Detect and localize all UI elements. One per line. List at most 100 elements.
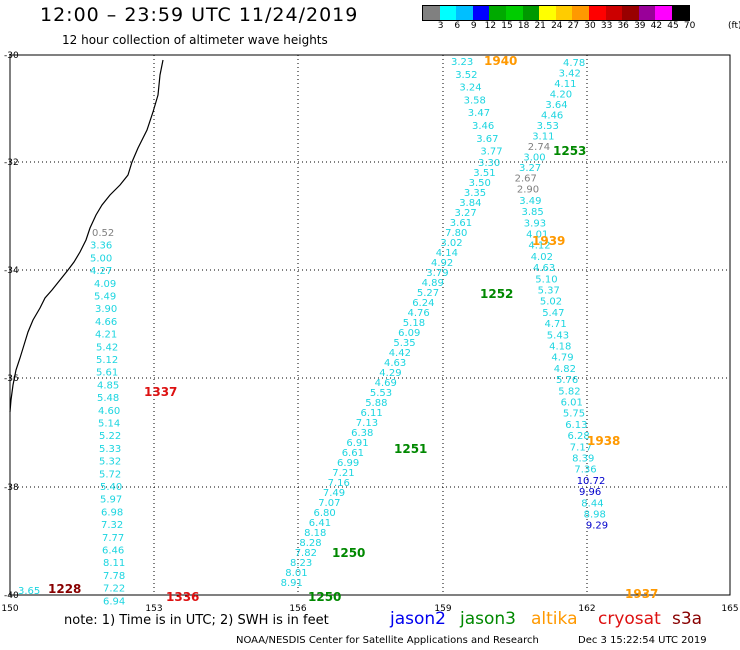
swh-label: 3.93 — [524, 218, 546, 229]
swh-label: 5.32 — [99, 457, 121, 468]
color-tick: 9 — [470, 21, 477, 31]
swh-label: 6.46 — [102, 546, 124, 557]
legend-s3a: s3a — [672, 609, 703, 629]
swh-label: 4.60 — [98, 406, 120, 417]
color-swatch-6 — [522, 6, 540, 20]
swh-label: 3.52 — [455, 70, 477, 81]
swh-label: 8.39 — [572, 454, 594, 465]
swh-label: 5.97 — [100, 495, 122, 506]
swh-label: 8.23 — [290, 558, 312, 569]
swh-label: 6.11 — [361, 408, 383, 419]
color-swatch-15 — [671, 6, 689, 20]
swh-label: 4.09 — [94, 279, 116, 290]
time-label: 1250 — [308, 590, 341, 604]
time-label: 1939 — [532, 234, 565, 248]
time-label: 1251 — [394, 442, 427, 456]
swh-label: 5.33 — [99, 444, 121, 455]
swh-label: 3.49 — [519, 196, 541, 207]
x-tick-label: 153 — [145, 604, 162, 614]
color-swatch-3 — [472, 6, 490, 20]
map-subtitle: 12 hour collection of altimeter wave hei… — [62, 33, 328, 47]
swh-label: 3.36 — [90, 241, 112, 252]
color-tick: 21 — [534, 21, 546, 31]
swh-label: 8.18 — [304, 528, 326, 539]
swh-label: 6.01 — [561, 398, 583, 409]
swh-label: 4.63 — [384, 358, 406, 369]
swh-label: 5.02 — [540, 297, 562, 308]
swh-label: 7.78 — [103, 571, 125, 582]
swh-label: 7.22 — [103, 584, 125, 595]
swh-label: 7.17 — [570, 442, 592, 453]
swh-label: 0.52 — [92, 228, 114, 239]
swh-label: 4.69 — [375, 378, 397, 389]
swh-label: 4.11 — [554, 79, 576, 90]
swh-label: 3.27 — [519, 163, 541, 174]
swh-label: 5.43 — [547, 330, 569, 341]
swh-label: 5.37 — [538, 286, 560, 297]
swh-label: 6.41 — [309, 518, 331, 529]
swh-label: 6.13 — [565, 420, 587, 431]
color-swatch-12 — [622, 6, 639, 20]
swh-label: 7.16 — [328, 478, 350, 489]
swh-label: 3.84 — [459, 198, 481, 209]
swh-label: 5.27 — [417, 288, 439, 299]
time-label: 1253 — [553, 144, 586, 158]
swh-label: 4.63 — [533, 263, 555, 274]
swh-label: 4.14 — [436, 248, 458, 259]
swh-label: 3.50 — [469, 178, 491, 189]
color-tick: 70 — [683, 21, 696, 31]
swh-label: 3.35 — [464, 188, 486, 199]
swh-label: 3.85 — [522, 207, 544, 218]
swh-label: 5.35 — [393, 338, 415, 349]
y-tick-label: -30 — [4, 51, 19, 61]
swh-label: 5.88 — [365, 398, 387, 409]
swh-label: 3.30 — [478, 158, 500, 169]
color-tick: 15 — [501, 21, 513, 31]
color-tick: 33 — [600, 21, 613, 31]
color-tick: 18 — [517, 21, 530, 31]
swh-label: 4.78 — [563, 58, 585, 69]
swh-label: 8.98 — [584, 510, 606, 521]
swh-label: 3.02 — [440, 238, 462, 249]
swh-label: 2.67 — [515, 174, 537, 185]
swh-label: 3.47 — [468, 108, 490, 119]
legend-altika: altika — [531, 609, 578, 629]
x-tick-label: 159 — [434, 604, 451, 614]
color-tick: 6 — [454, 21, 461, 31]
swh-label: 4.79 — [551, 353, 573, 364]
swh-label: 10.72 — [577, 476, 606, 487]
swh-label: 8.01 — [285, 568, 307, 579]
swh-label: 3.77 — [480, 147, 502, 158]
swh-label: 7.82 — [295, 548, 317, 559]
swh-label: 5.48 — [97, 393, 119, 404]
swh-label: 6.24 — [412, 298, 434, 309]
swh-label: 3.24 — [459, 83, 481, 94]
legend-jason3: jason3 — [460, 609, 516, 629]
color-swatch-11 — [605, 6, 623, 20]
x-tick-label: 150 — [1, 604, 18, 614]
swh-label: 3.79 — [426, 268, 448, 279]
swh-label: 8.11 — [103, 558, 125, 569]
credit-text: NOAA/NESDIS Center for Satellite Applica… — [236, 635, 539, 646]
y-tick-label: -38 — [4, 483, 19, 493]
swh-label: 3.00 — [523, 153, 545, 164]
swh-label: 2.90 — [517, 185, 539, 196]
swh-label: 5.47 — [542, 308, 564, 319]
color-swatch-5 — [505, 6, 523, 20]
swh-label: 7.32 — [101, 520, 123, 531]
swh-label: 8.28 — [299, 538, 321, 549]
swh-label: 6.80 — [314, 508, 336, 519]
color-tick: 36 — [617, 21, 629, 31]
color-unit: (ft) — [728, 21, 740, 31]
swh-label: 5.75 — [563, 409, 585, 420]
swh-label: 6.91 — [346, 438, 368, 449]
color-swatch-7 — [539, 6, 556, 20]
swh-label: 6.38 — [351, 428, 373, 439]
swh-label: 4.82 — [554, 364, 576, 375]
swh-label: 7.21 — [332, 468, 354, 479]
swh-label: 3.23 — [451, 57, 473, 68]
swh-label: 7.49 — [323, 488, 345, 499]
swh-label: 5.18 — [403, 318, 425, 329]
color-tick: 12 — [484, 21, 497, 31]
